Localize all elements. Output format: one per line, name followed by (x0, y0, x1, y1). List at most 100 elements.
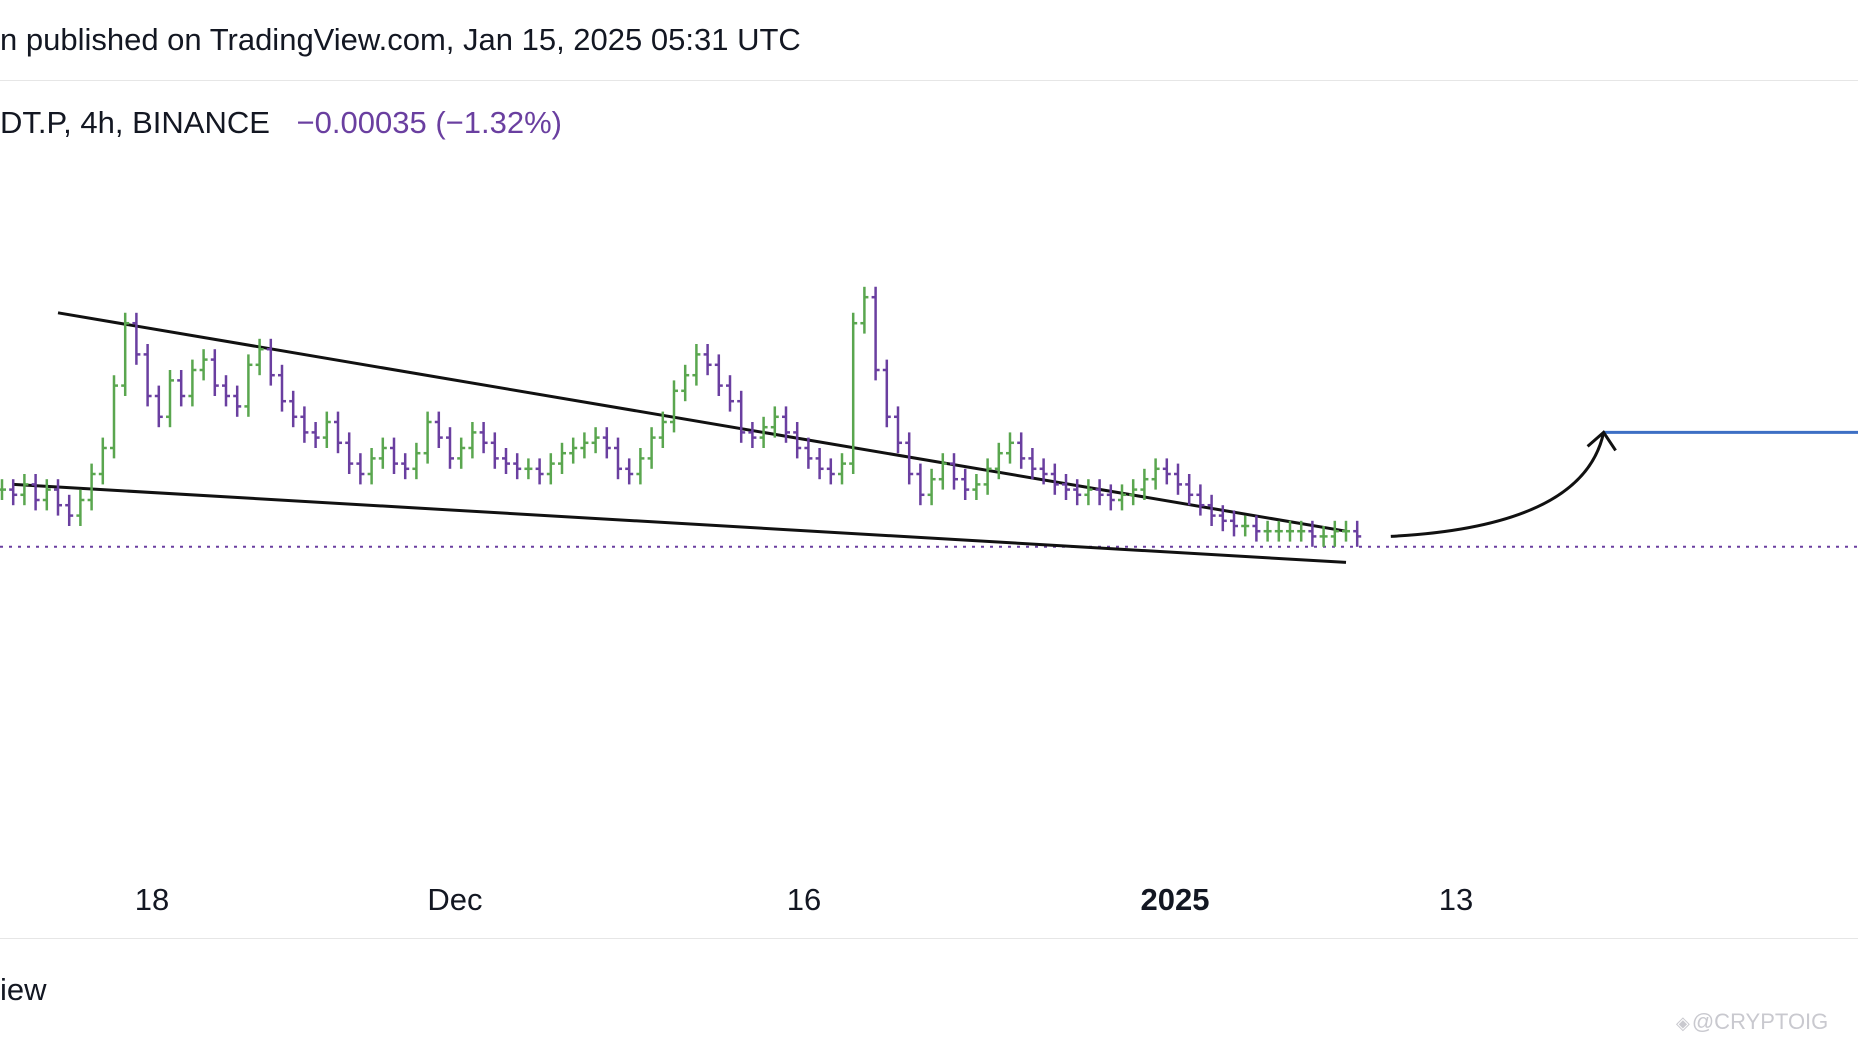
published-header: n published on TradingView.com, Jan 15, … (0, 22, 801, 57)
price-bar (244, 354, 253, 417)
price-bar (1330, 520, 1339, 547)
price-bar (950, 453, 958, 490)
price-bar (412, 442, 421, 480)
price-bar (378, 437, 387, 469)
price-bar (658, 411, 667, 448)
price-bar (9, 479, 18, 506)
price-bar (580, 432, 589, 459)
price-bar (1073, 479, 1082, 506)
price-bar (1308, 520, 1317, 547)
price-bar (882, 359, 891, 428)
price-bar (255, 338, 264, 376)
price-bar (1252, 515, 1261, 542)
price-bar (916, 463, 925, 506)
price-bar (972, 474, 981, 500)
price-bar (0, 479, 6, 500)
price-bar (20, 474, 29, 506)
x-tick-label: Dec (427, 882, 482, 917)
tradingview-brand: iew (0, 972, 47, 1007)
price-bar (300, 406, 309, 443)
price-bar (770, 406, 779, 438)
price-bar (681, 364, 690, 402)
price-bar (625, 458, 634, 485)
price-bar (1062, 474, 1070, 500)
price-bar (1286, 520, 1294, 542)
symbol-label: DT.P, 4h, BINANCE (0, 105, 270, 140)
price-bar (1263, 520, 1272, 542)
price-bar (894, 406, 902, 454)
price-bar (121, 312, 130, 396)
price-bar (132, 312, 141, 365)
lower-trendline (13, 482, 1347, 564)
price-bar (1218, 505, 1227, 532)
price-bar (1006, 432, 1014, 464)
price-bar (54, 479, 62, 516)
price-bar (1017, 432, 1026, 469)
price-bar (143, 344, 152, 407)
x-tick-label: 13 (1439, 882, 1473, 917)
price-bar (983, 458, 992, 495)
price-bar (961, 468, 970, 500)
price-bar (188, 359, 197, 407)
price-bar (233, 385, 242, 417)
price-bar (289, 390, 298, 428)
price-bar (87, 463, 96, 511)
price-bar (322, 411, 331, 448)
price-bar (1162, 458, 1171, 485)
price-bar (367, 448, 376, 485)
symbol-info-line: DT.P, 4h, BINANCE −0.00035 (−1.32%) (0, 105, 562, 141)
price-bar (513, 453, 522, 480)
price-bar (636, 448, 645, 485)
price-bar (782, 406, 790, 443)
price-bar (278, 364, 286, 412)
price-bar (871, 286, 880, 381)
price-bar (423, 411, 432, 464)
price-bar (591, 427, 600, 454)
price-bar (860, 286, 869, 334)
header-divider (0, 80, 1858, 81)
price-bar (98, 437, 107, 485)
price-bar (558, 442, 566, 474)
price-bar (927, 468, 936, 506)
price-bar (1140, 468, 1149, 500)
watermark-label: @CRYPTOIG (1691, 1009, 1829, 1034)
price-bar (434, 411, 443, 448)
price-bar (703, 344, 712, 376)
price-bar (714, 354, 723, 396)
diamond-logo-icon: ◈ (1676, 1013, 1690, 1033)
price-bar (1151, 458, 1160, 490)
price-bar (210, 349, 219, 396)
price-bar (905, 432, 914, 485)
x-tick-label: 16 (787, 882, 821, 917)
price-bar (1342, 520, 1350, 542)
price-bar (793, 422, 802, 459)
price-bar (1050, 463, 1059, 495)
price-bar (569, 437, 578, 464)
price-bar (1095, 479, 1104, 506)
price-bar (154, 385, 163, 428)
price-bar (1039, 458, 1048, 485)
price-bar (670, 380, 678, 433)
price-bar (524, 458, 533, 480)
price-bar (838, 453, 846, 485)
price-bar (1118, 484, 1126, 511)
price-bar (65, 494, 74, 526)
price-bar (390, 437, 398, 474)
price-bar (759, 416, 768, 448)
price-bar (1129, 479, 1138, 506)
price-bar (815, 448, 824, 480)
price-bar (31, 474, 40, 511)
price-bar (1319, 526, 1328, 547)
price-bar (266, 338, 275, 386)
price-bar (647, 427, 656, 469)
price-bar (1185, 474, 1194, 506)
price-bar (1274, 520, 1283, 542)
price-change: −0.00035 (−1.32%) (296, 105, 562, 140)
price-bar (356, 453, 365, 485)
price-bar (42, 479, 51, 511)
price-bar (1028, 448, 1037, 480)
price-bar (1297, 520, 1306, 542)
arrow-head (1586, 430, 1617, 452)
price-bar (446, 427, 454, 469)
